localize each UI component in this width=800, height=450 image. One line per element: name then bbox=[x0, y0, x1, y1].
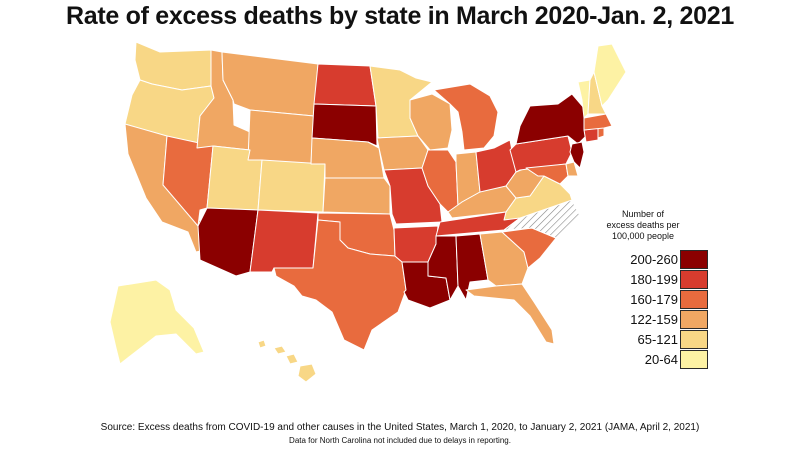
state-new-mexico bbox=[249, 209, 319, 273]
legend-item: 65-121 bbox=[603, 330, 708, 349]
state-iowa bbox=[376, 135, 429, 171]
source-caption: Source: Excess deaths from COVID-19 and … bbox=[100, 422, 700, 433]
legend-item: 200-260 bbox=[603, 250, 708, 269]
legend-label: 20-64 bbox=[644, 352, 678, 367]
footnote: Data for North Carolina not included due… bbox=[289, 436, 511, 445]
legend-swatch bbox=[680, 290, 708, 309]
state-new-jersey bbox=[569, 141, 585, 169]
legend-title-line: 100,000 people bbox=[611, 231, 675, 241]
state-arizona bbox=[197, 207, 259, 277]
legend-title-line: excess deaths per bbox=[606, 220, 680, 230]
state-wyoming bbox=[247, 109, 315, 165]
legend-label: 180-199 bbox=[630, 272, 678, 287]
state-delaware bbox=[565, 161, 579, 177]
legend-label: 200-260 bbox=[630, 252, 678, 267]
state-wisconsin bbox=[409, 93, 453, 151]
state-florida bbox=[465, 283, 555, 345]
legend-swatch bbox=[680, 310, 708, 329]
legend-title-line: Number of bbox=[621, 209, 665, 219]
state-colorado bbox=[257, 159, 326, 213]
state-hawaii bbox=[257, 339, 317, 383]
state-kansas bbox=[322, 177, 391, 215]
state-rhode-island bbox=[597, 127, 605, 139]
legend-item: 122-159 bbox=[603, 310, 708, 329]
map-title: Rate of excess deaths by state in March … bbox=[66, 2, 734, 30]
legend-label: 160-179 bbox=[630, 292, 678, 307]
state-vermont bbox=[577, 79, 591, 119]
legend-swatch bbox=[680, 270, 708, 289]
legend-title: Number of excess deaths per 100,000 peop… bbox=[600, 209, 686, 242]
legend-swatch bbox=[680, 330, 708, 349]
state-michigan bbox=[433, 83, 499, 151]
state-alaska bbox=[109, 279, 205, 365]
state-texas bbox=[273, 219, 407, 351]
state-north-dakota bbox=[313, 63, 377, 107]
legend-swatch bbox=[680, 350, 708, 369]
state-new-hampshire bbox=[587, 71, 607, 115]
state-montana bbox=[221, 51, 319, 117]
legend-swatch bbox=[680, 250, 708, 269]
legend-item: 160-179 bbox=[603, 290, 708, 309]
legend-label: 122-159 bbox=[630, 312, 678, 327]
state-illinois bbox=[421, 149, 459, 213]
state-massachusetts bbox=[583, 113, 613, 131]
legend-item: 20-64 bbox=[603, 350, 708, 369]
state-new-york bbox=[515, 93, 587, 145]
legend-item: 180-199 bbox=[603, 270, 708, 289]
legend-label: 65-121 bbox=[637, 332, 678, 347]
state-maine bbox=[593, 43, 627, 107]
